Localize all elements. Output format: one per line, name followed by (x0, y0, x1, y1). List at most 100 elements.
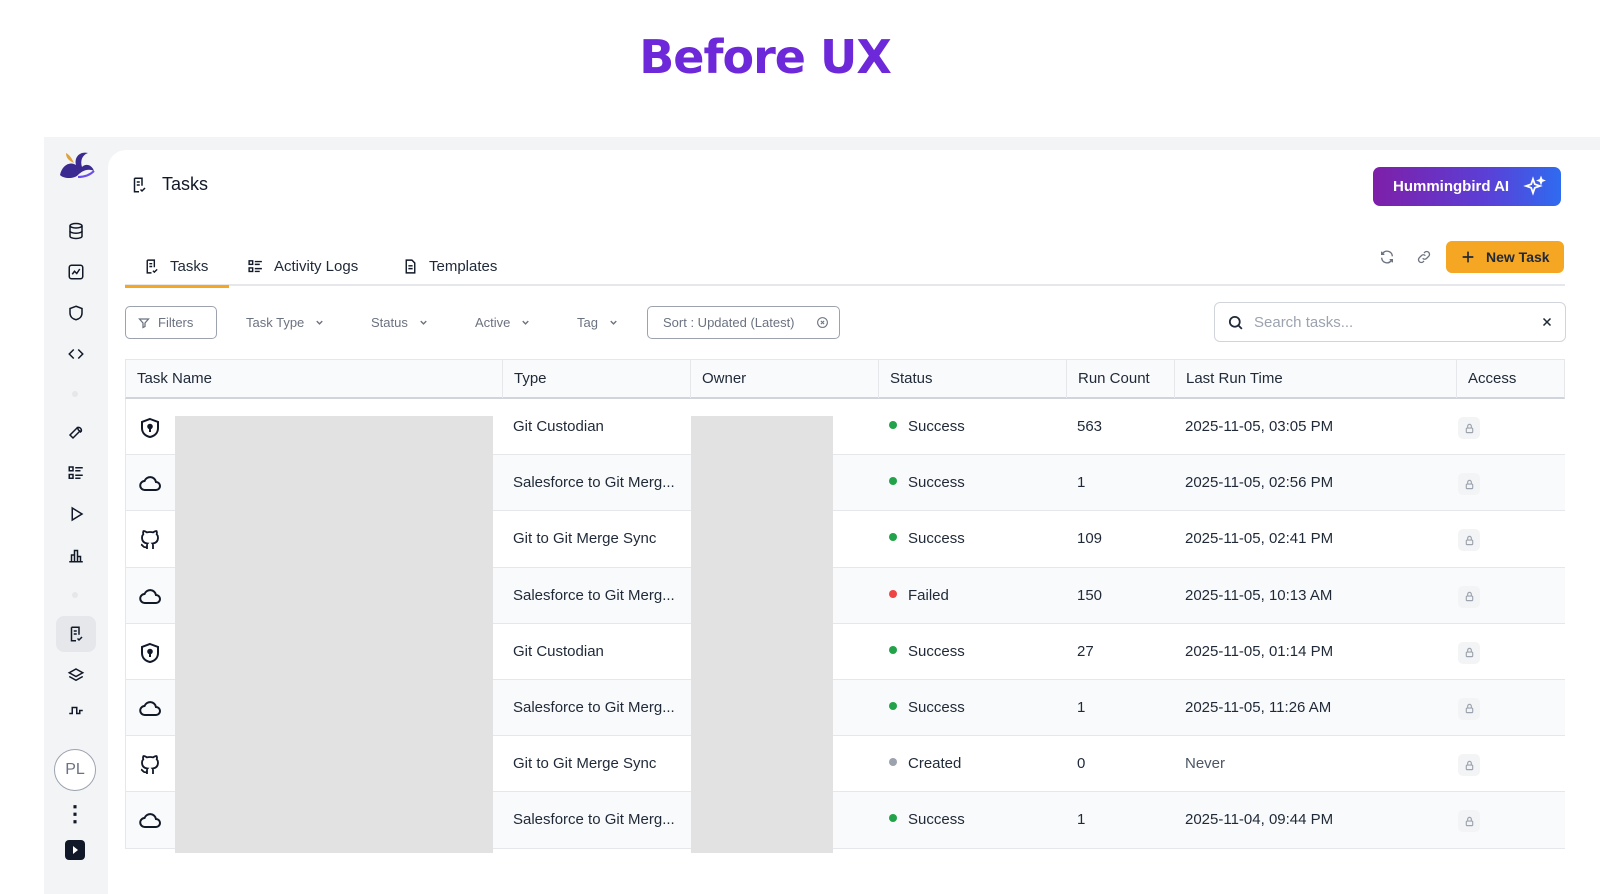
type-cell: Salesforce to Git Merg... (513, 698, 675, 716)
clear-circle-icon[interactable] (816, 316, 829, 329)
table-row[interactable]: Git Custodian Success 27 2025-11-05, 01:14 … (125, 623, 1565, 680)
collapse-sidebar-icon[interactable] (64, 839, 86, 861)
search-icon (1228, 315, 1243, 330)
status-text: Created (908, 755, 962, 773)
table-row[interactable]: Git to Git Merge Sync Created 0 Never (125, 736, 1565, 793)
sidebar-reports[interactable] (56, 537, 96, 573)
column-header-task-name[interactable]: Task Name (137, 370, 213, 387)
type-cell: Salesforce to Git Merg... (513, 811, 675, 829)
lock-icon[interactable] (1458, 697, 1480, 720)
shield-icon (69, 305, 83, 321)
run-count-cell: 150 (1077, 586, 1103, 604)
column-header-status[interactable]: Status (878, 360, 1066, 398)
column-header-last-run-time[interactable]: Last Run Time (1174, 360, 1456, 398)
status-dot (889, 645, 897, 654)
logo-icon[interactable] (54, 147, 98, 183)
sidebar-tools[interactable] (56, 414, 96, 450)
tag-dropdown[interactable]: Tag (577, 306, 619, 339)
filters-button[interactable]: Filters (125, 306, 217, 339)
table-row[interactable]: Git Custodian Success 563 2025-11-05, 03:05… (125, 399, 1565, 456)
tab-bar: Tasks Activity Logs Templates (125, 246, 1565, 288)
sidebar-security[interactable] (56, 295, 96, 331)
main-panel: Tasks Hummingbird AI Tasks Activity Logs… (108, 150, 1600, 894)
run-count-cell: 109 (1077, 530, 1103, 548)
redacted-owners (691, 416, 833, 853)
chevron-down-icon (522, 320, 530, 325)
tab-tasks[interactable]: Tasks (125, 246, 229, 288)
tab-templates[interactable]: Templates (402, 246, 497, 286)
search-input[interactable] (1254, 313, 1531, 331)
type-cell: Git Custodian (513, 642, 604, 660)
sidebar-run[interactable] (56, 496, 96, 532)
avatar[interactable]: PL (54, 749, 96, 791)
status-dot (889, 477, 897, 486)
refresh-icon[interactable] (1376, 246, 1398, 268)
status-dropdown[interactable]: Status (371, 306, 429, 339)
status-cell: Success (889, 511, 965, 567)
last-run-cell: 2025-11-05, 02:56 PM (1185, 474, 1334, 492)
page-title: Tasks (162, 174, 209, 194)
task-type-dropdown[interactable]: Task Type (246, 306, 325, 339)
column-header-run-count[interactable]: Run Count (1066, 360, 1174, 398)
lock-icon[interactable] (1458, 417, 1480, 439)
filter-icon (138, 317, 150, 329)
new-task-label: New Task (1486, 249, 1550, 265)
status-dot (889, 701, 897, 710)
lock-icon[interactable] (1458, 473, 1480, 496)
chevron-down-icon (610, 320, 617, 325)
status-text: Success (908, 530, 965, 548)
hummingbird-ai-button[interactable]: Hummingbird AI (1373, 167, 1561, 206)
type-cell: Salesforce to Git Merg... (513, 586, 675, 604)
type-cell: Salesforce to Git Merg... (513, 474, 675, 492)
table-row[interactable]: Git to Git Merge Sync Success 109 2025-11-0… (125, 511, 1565, 568)
column-header-owner[interactable]: Owner (690, 360, 878, 398)
more-menu-icon[interactable]: ⋮ (64, 801, 86, 826)
sidebar-layers[interactable] (56, 657, 96, 693)
lock-icon[interactable] (1458, 810, 1480, 833)
run-count-cell: 27 (1077, 642, 1094, 660)
sidebar-database[interactable] (56, 213, 96, 249)
sidebar-code[interactable] (56, 336, 96, 372)
sidebar-flow[interactable] (56, 697, 96, 719)
tab-activity-logs[interactable]: Activity Logs (247, 246, 358, 286)
status-cell: Success (889, 680, 965, 736)
status-dot (889, 421, 897, 430)
lock-icon[interactable] (1458, 585, 1480, 608)
flow-icon (69, 706, 83, 715)
cloud-icon (138, 697, 162, 721)
sort-button[interactable]: Sort : Updated (Latest) (647, 306, 840, 339)
sidebar-monitoring[interactable] (56, 254, 96, 290)
lock-icon[interactable] (1458, 641, 1480, 664)
new-task-button[interactable]: New Task (1446, 241, 1564, 273)
run-count-cell: 0 (1077, 755, 1086, 773)
active-dropdown[interactable]: Active (475, 306, 531, 339)
status-text: Success (908, 698, 965, 716)
filter-bar: Filters Task Type Status Active Tag Sort… (125, 302, 1566, 342)
tasks-icon (146, 258, 158, 274)
layers-icon (67, 668, 85, 682)
sparkle-icon (1523, 175, 1546, 196)
lock-icon[interactable] (1458, 529, 1480, 552)
shield-icon (138, 416, 162, 440)
lock-icon[interactable] (1458, 754, 1480, 777)
last-run-cell: 2025-11-05, 02:41 PM (1185, 530, 1334, 548)
last-run-cell: 2025-11-05, 10:13 AM (1185, 586, 1333, 604)
cloud-icon (138, 585, 162, 609)
link-icon[interactable] (1413, 246, 1435, 268)
column-header-type[interactable]: Type (502, 360, 690, 398)
column-header-access[interactable]: Access (1456, 360, 1566, 398)
run-count-cell: 1 (1077, 811, 1086, 829)
type-cell: Git to Git Merge Sync (513, 530, 657, 548)
close-icon[interactable] (1541, 316, 1553, 328)
status-text: Success (908, 811, 965, 829)
app-window: PL ⋮ Tasks Hummingbird AI Tasks Activity… (44, 137, 1600, 894)
sidebar-list[interactable] (56, 455, 96, 491)
last-run-cell: 2025-11-04, 09:44 PM (1185, 811, 1334, 829)
status-cell: Success (889, 455, 965, 511)
status-cell: Success (889, 624, 965, 680)
list-icon (68, 466, 83, 479)
sidebar-tasks[interactable] (56, 616, 96, 652)
status-text: Success (908, 474, 965, 492)
status-cell: Created (889, 736, 961, 792)
tab-label: Activity Logs (274, 257, 359, 275)
